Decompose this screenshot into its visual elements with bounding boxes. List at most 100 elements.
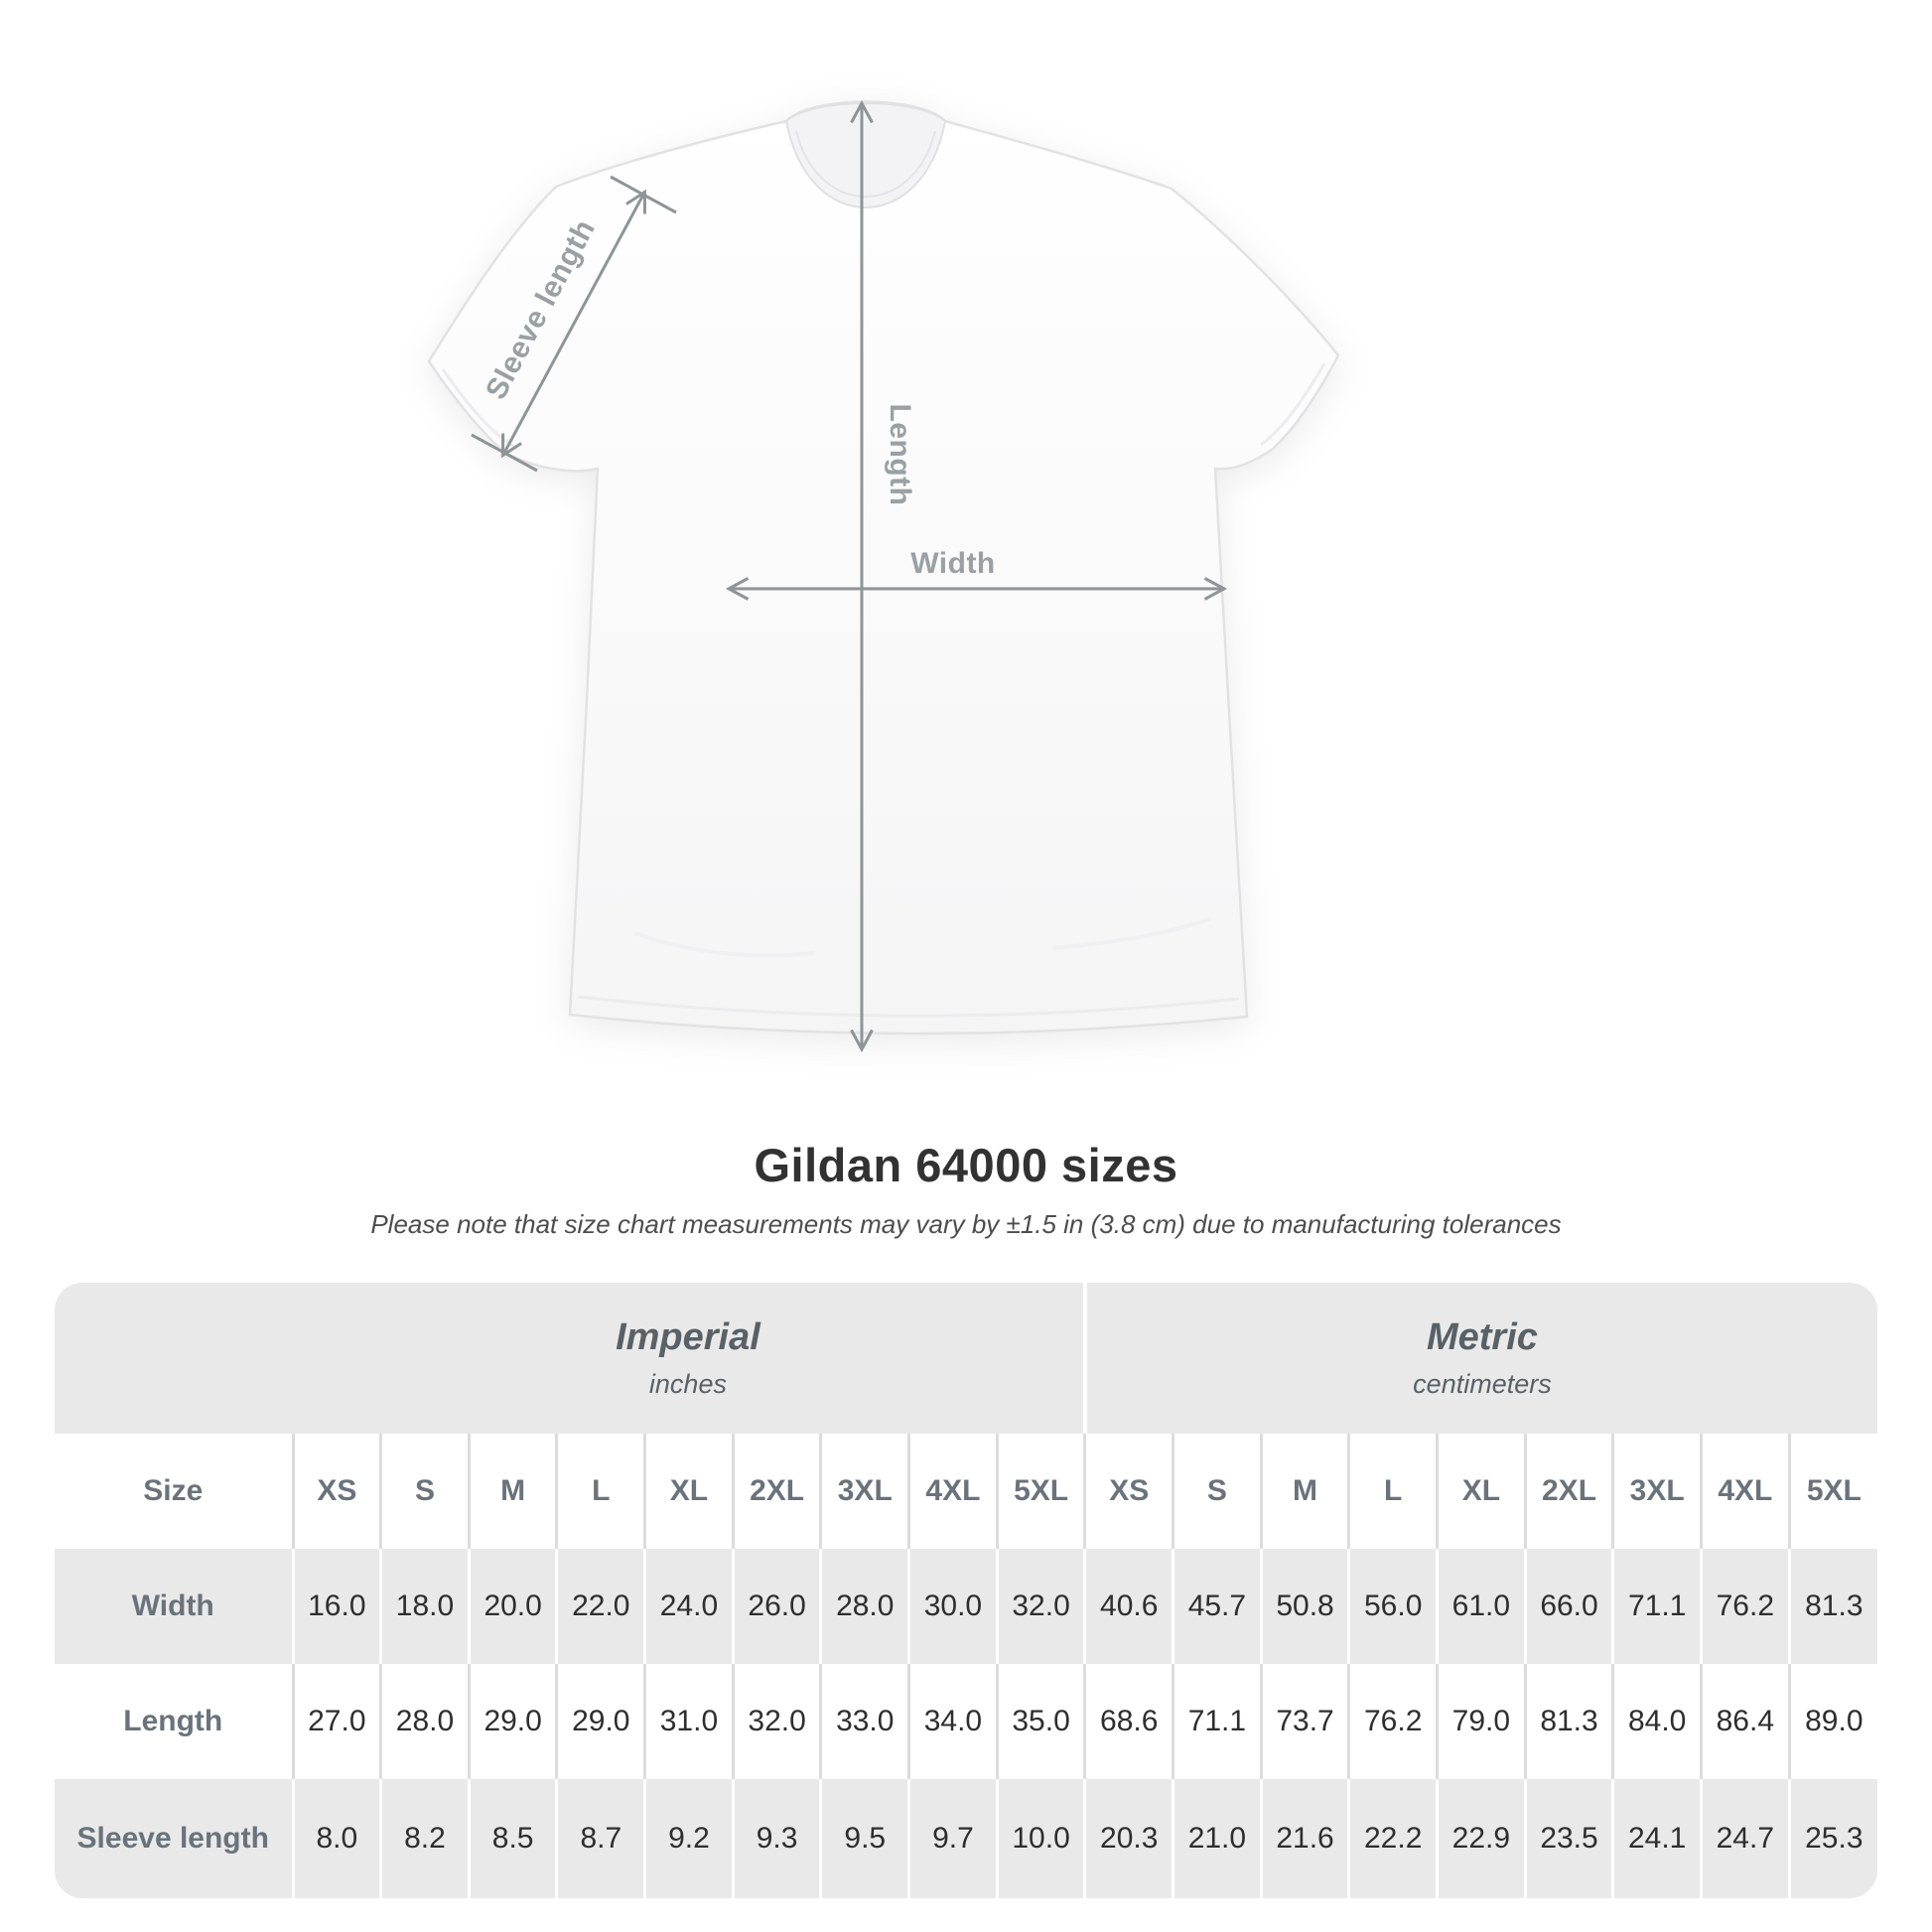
value-cell: 56.0 <box>1347 1549 1438 1664</box>
size-label: L <box>1384 1474 1403 1507</box>
value-cell: 16.0 <box>291 1549 381 1664</box>
value-cell: 79.0 <box>1436 1664 1526 1779</box>
value-cell: 81.3 <box>1523 1664 1613 1779</box>
size-label: 5XL <box>1806 1474 1862 1507</box>
value-cell: 89.0 <box>1787 1664 1877 1779</box>
imperial-unit-label: inches <box>648 1369 727 1399</box>
size-cell: M <box>467 1434 557 1549</box>
size-label: 2XL <box>1542 1474 1597 1507</box>
value-cell: 9.7 <box>907 1779 998 1898</box>
value-cell: 26.0 <box>731 1549 821 1664</box>
tshirt-silhouette <box>427 100 1340 1035</box>
unit-group-row: Imperial inches Metric centimeters <box>55 1283 1877 1434</box>
size-header-cell: Size <box>55 1434 293 1549</box>
sleeve-dimension-tick-bottom <box>471 433 538 473</box>
size-label: 4XL <box>1718 1474 1773 1507</box>
size-label: 3XL <box>837 1474 893 1507</box>
size-table-grid: Imperial inches Metric centimeters Size … <box>55 1283 1877 1898</box>
value-cell: 9.2 <box>643 1779 734 1898</box>
size-cell: XL <box>1436 1434 1526 1549</box>
value-cell: 76.2 <box>1700 1549 1790 1664</box>
value-cell: 61.0 <box>1436 1549 1526 1664</box>
size-cell: 4XL <box>907 1434 998 1549</box>
metric-unit-label: centimeters <box>1413 1369 1552 1399</box>
size-label: XS <box>1109 1474 1150 1507</box>
length-row: Length 27.0 28.0 29.0 29.0 31.0 32.0 33.… <box>55 1664 1877 1779</box>
sleeve-dimension-arrow <box>501 189 646 459</box>
value-cell: 32.0 <box>731 1664 821 1779</box>
value-cell: 8.5 <box>467 1779 557 1898</box>
value-cell: 22.0 <box>555 1549 645 1664</box>
size-label: S <box>414 1474 435 1507</box>
value-cell: 28.0 <box>379 1664 470 1779</box>
size-label: L <box>592 1474 611 1507</box>
value-cell: 71.1 <box>1611 1549 1702 1664</box>
value-cell: 9.5 <box>819 1779 909 1898</box>
row-label: Length <box>123 1705 223 1737</box>
row-label-cell: Length <box>55 1664 293 1779</box>
value-cell: 84.0 <box>1611 1664 1702 1779</box>
value-cell: 9.3 <box>731 1779 821 1898</box>
unit-group-imperial: Imperial inches <box>293 1283 1085 1434</box>
size-header-row: Size XS S M L XL 2XL 3XL 4XL 5XL XS S M … <box>55 1434 1877 1549</box>
row-label: Sleeve length <box>76 1822 269 1855</box>
value-cell: 50.8 <box>1259 1549 1349 1664</box>
corner-cell <box>55 1283 293 1434</box>
size-label: M <box>500 1474 526 1507</box>
size-cell: 2XL <box>1523 1434 1613 1549</box>
width-annotation: Width <box>910 547 996 580</box>
size-header-label: Size <box>143 1474 204 1507</box>
size-label: 5XL <box>1014 1474 1069 1507</box>
value-cell: 24.1 <box>1611 1779 1702 1898</box>
row-label-cell: Sleeve length <box>55 1779 293 1898</box>
size-cell: XL <box>643 1434 734 1549</box>
value-cell: 66.0 <box>1523 1549 1613 1664</box>
value-cell: 8.2 <box>379 1779 470 1898</box>
unit-group-metric: Metric centimeters <box>1082 1283 1877 1434</box>
value-cell: 29.0 <box>555 1664 645 1779</box>
imperial-label: Imperial <box>616 1316 760 1358</box>
value-cell: 23.5 <box>1523 1779 1613 1898</box>
size-cell: 5XL <box>995 1434 1085 1549</box>
value-cell: 20.3 <box>1083 1779 1173 1898</box>
value-cell: 33.0 <box>819 1664 909 1779</box>
size-cell: L <box>555 1434 645 1549</box>
size-label: XL <box>1461 1474 1501 1507</box>
size-table: Imperial inches Metric centimeters Size … <box>55 1283 1877 1898</box>
value-cell: 30.0 <box>907 1549 998 1664</box>
size-cell: M <box>1259 1434 1349 1549</box>
value-cell: 18.0 <box>379 1549 470 1664</box>
size-cell: S <box>1172 1434 1262 1549</box>
size-cell: XS <box>291 1434 381 1549</box>
tolerance-note: Please note that size chart measurements… <box>370 1209 1562 1239</box>
size-label: 3XL <box>1629 1474 1685 1507</box>
size-cell: 2XL <box>731 1434 821 1549</box>
size-cell: XS <box>1083 1434 1173 1549</box>
size-label: XL <box>669 1474 709 1507</box>
value-cell: 22.9 <box>1436 1779 1526 1898</box>
value-cell: 8.7 <box>555 1779 645 1898</box>
value-cell: 71.1 <box>1172 1664 1262 1779</box>
value-cell: 34.0 <box>907 1664 998 1779</box>
size-cell: 3XL <box>1611 1434 1702 1549</box>
size-cell: 5XL <box>1787 1434 1877 1549</box>
value-cell: 20.0 <box>467 1549 557 1664</box>
width-row: Width 16.0 18.0 20.0 22.0 24.0 26.0 28.0… <box>55 1549 1877 1664</box>
value-cell: 24.7 <box>1700 1779 1790 1898</box>
value-cell: 27.0 <box>291 1664 381 1779</box>
value-cell: 32.0 <box>995 1549 1085 1664</box>
value-cell: 8.0 <box>291 1779 381 1898</box>
value-cell: 68.6 <box>1083 1664 1173 1779</box>
row-label-cell: Width <box>55 1549 293 1664</box>
value-cell: 25.3 <box>1787 1779 1877 1898</box>
size-label: 4XL <box>925 1474 981 1507</box>
value-cell: 21.6 <box>1259 1779 1349 1898</box>
size-cell: L <box>1347 1434 1438 1549</box>
value-cell: 76.2 <box>1347 1664 1438 1779</box>
value-cell: 86.4 <box>1700 1664 1790 1779</box>
value-cell: 10.0 <box>995 1779 1085 1898</box>
size-label: M <box>1293 1474 1318 1507</box>
value-cell: 40.6 <box>1083 1549 1173 1664</box>
size-label: XS <box>317 1474 357 1507</box>
